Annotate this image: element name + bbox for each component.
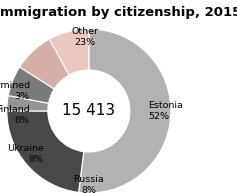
Text: Estonia
52%: Estonia 52% (148, 101, 183, 121)
Text: Other
23%: Other 23% (71, 27, 98, 47)
Wedge shape (49, 29, 89, 75)
Text: Undetermined
3%: Undetermined 3% (0, 81, 30, 101)
Wedge shape (20, 39, 69, 89)
Wedge shape (7, 96, 49, 111)
Wedge shape (79, 29, 171, 193)
Text: Russia
8%: Russia 8% (73, 175, 104, 193)
Text: Ukraine
8%: Ukraine 8% (7, 144, 44, 164)
Text: Immigration by citizenship, 2015: Immigration by citizenship, 2015 (0, 6, 237, 19)
Text: Finland
6%: Finland 6% (0, 105, 30, 125)
Text: 15 413: 15 413 (62, 103, 115, 119)
Wedge shape (8, 67, 54, 103)
Wedge shape (7, 111, 84, 192)
